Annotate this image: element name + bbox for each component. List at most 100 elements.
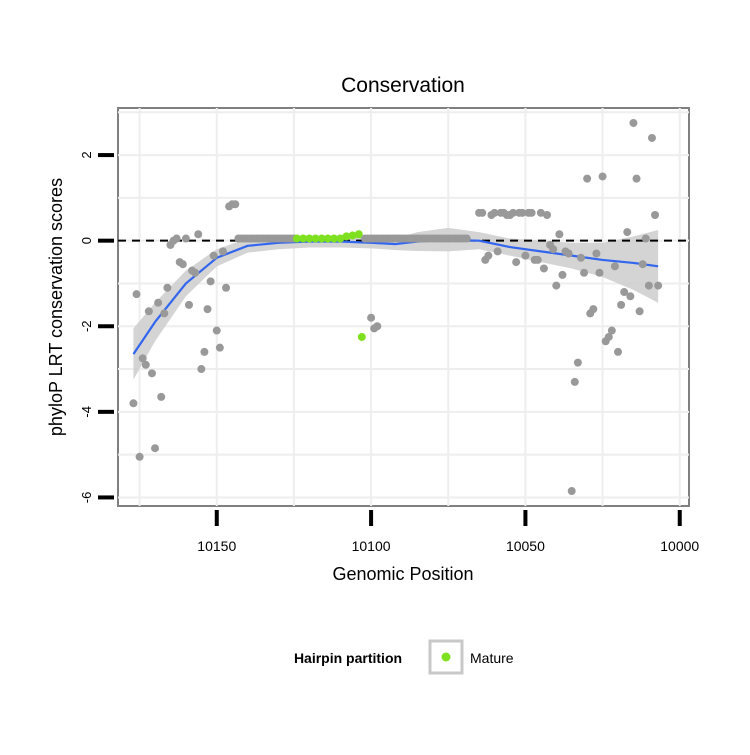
data-point	[598, 172, 607, 181]
mature-point	[336, 234, 345, 243]
legend-entry-mature: Mature	[470, 650, 514, 666]
data-point	[567, 487, 576, 496]
data-point	[638, 260, 647, 269]
y-axis: 2 0 -2 -4 -6	[79, 151, 114, 503]
legend-key-mature-dot	[441, 652, 451, 662]
data-point	[493, 247, 502, 256]
mature-point	[299, 234, 308, 243]
confidence-ribbon-area	[133, 227, 659, 380]
data-point	[462, 234, 471, 243]
confidence-ribbon	[133, 227, 659, 380]
data-point	[147, 369, 156, 378]
mature-point	[305, 234, 314, 243]
data-point	[151, 444, 160, 453]
chart-title: Conservation	[341, 74, 465, 97]
data-point	[129, 399, 138, 408]
data-point	[512, 258, 521, 267]
data-point	[617, 300, 626, 309]
data-point	[533, 255, 542, 264]
mature-point	[357, 332, 366, 341]
data-point	[509, 208, 518, 217]
data-point	[614, 347, 623, 356]
data-point	[209, 251, 218, 260]
x-tick-label: 10000	[660, 538, 699, 554]
mature-point	[330, 234, 339, 243]
data-point	[647, 133, 656, 142]
data-point	[604, 332, 613, 341]
data-point	[367, 313, 376, 322]
data-point	[200, 347, 209, 356]
data-point	[576, 253, 585, 262]
x-axis: 10150 10100 10050 10000	[197, 510, 699, 554]
data-point	[536, 208, 545, 217]
data-point	[632, 174, 641, 183]
y-tick-label: -6	[79, 492, 94, 504]
y-axis-label: phyloP LRT conservation scores	[46, 178, 66, 436]
data-point	[592, 249, 601, 258]
data-point	[583, 174, 592, 183]
data-points	[129, 118, 663, 496]
data-point	[629, 118, 638, 127]
data-point	[160, 309, 169, 318]
data-point	[191, 268, 200, 277]
data-point	[203, 305, 212, 314]
legend-title: Hairpin partition	[294, 650, 402, 666]
data-point	[135, 452, 144, 461]
data-point	[231, 200, 240, 209]
data-point	[218, 247, 227, 256]
mature-point	[348, 231, 357, 240]
y-tick-label: -2	[79, 320, 94, 332]
data-point	[215, 343, 224, 352]
data-point	[194, 230, 203, 239]
data-point	[654, 281, 663, 290]
data-point	[610, 262, 619, 271]
data-point	[154, 298, 163, 307]
data-point	[564, 249, 573, 258]
data-point	[184, 300, 193, 309]
data-point	[549, 245, 558, 254]
data-point	[543, 210, 552, 219]
mature-point	[317, 234, 326, 243]
mature-point	[323, 234, 332, 243]
data-point	[212, 326, 221, 335]
data-point	[527, 208, 536, 217]
data-point	[573, 358, 582, 367]
data-point	[222, 283, 231, 292]
data-point	[206, 277, 215, 286]
data-point	[635, 307, 644, 316]
data-point	[644, 281, 653, 290]
data-point	[521, 251, 530, 260]
data-point	[172, 234, 181, 243]
data-point	[570, 377, 579, 386]
data-point	[163, 283, 172, 292]
mature-point	[293, 234, 302, 243]
data-point	[373, 322, 382, 331]
data-point	[138, 354, 147, 363]
data-point	[178, 260, 187, 269]
x-tick-label: 10150	[197, 538, 236, 554]
data-point	[626, 292, 635, 301]
data-point	[589, 305, 598, 314]
data-point	[141, 360, 150, 369]
x-tick-label: 10050	[506, 538, 545, 554]
data-point	[144, 307, 153, 316]
data-point	[552, 281, 561, 290]
mature-point	[354, 230, 363, 239]
data-point	[580, 268, 589, 277]
data-point	[181, 234, 190, 243]
data-point	[620, 288, 629, 297]
legend-key-box	[428, 639, 464, 675]
data-point	[478, 208, 487, 217]
y-tick-label: -4	[79, 406, 94, 418]
data-point	[490, 208, 499, 217]
data-point	[607, 326, 616, 335]
data-point	[651, 210, 660, 219]
data-point	[595, 268, 604, 277]
data-point	[641, 234, 650, 243]
data-point	[555, 230, 564, 239]
legend: Hairpin partition Mature	[294, 639, 514, 675]
data-point	[132, 290, 141, 299]
y-tick-label: 0	[79, 237, 94, 244]
